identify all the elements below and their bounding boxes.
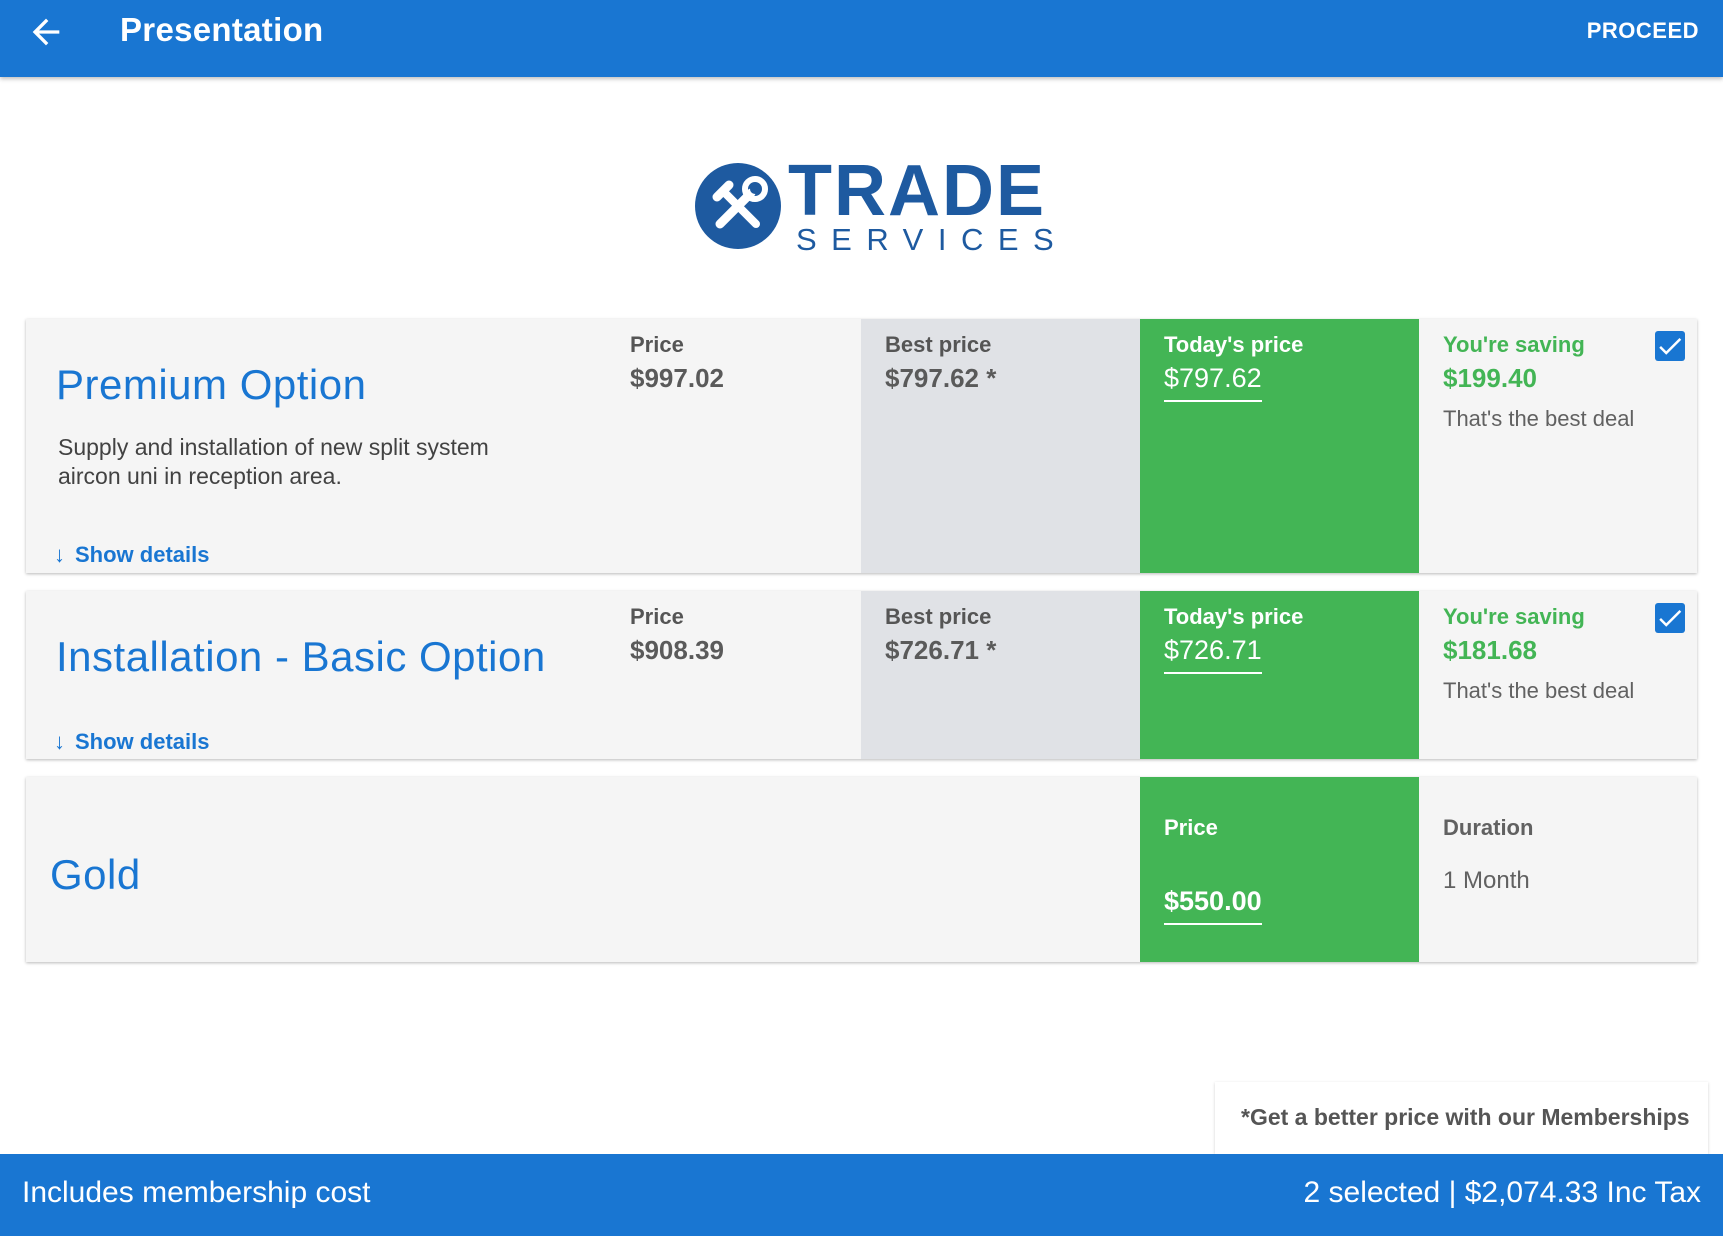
arrow-left-icon (32, 18, 60, 46)
duration-column: Duration 1 Month (1419, 777, 1697, 962)
best-price-value: $726.71 * (885, 635, 997, 665)
membership-price-value: $550.00 (1164, 886, 1262, 925)
checkmark-icon (1659, 338, 1682, 355)
todays-price-column: Today's price $797.62 (1140, 319, 1419, 573)
logo-subtitle: SERVICES (796, 222, 1069, 257)
arrow-down-icon: ↓ (54, 542, 65, 567)
membership-note: Includes membership cost (22, 1176, 371, 1209)
company-logo: TRADE SERVICES (693, 151, 1054, 257)
best-deal-text: That's the best deal (1443, 678, 1635, 703)
membership-title: Gold (50, 851, 141, 898)
option-title: Installation - Basic Option (56, 633, 546, 680)
best-deal-text: That's the best deal (1443, 406, 1635, 431)
best-price-label: Best price (885, 332, 992, 357)
proceed-button[interactable]: PROCEED (1586, 18, 1699, 43)
checkmark-icon (1659, 610, 1682, 627)
best-price-value: $797.62 * (885, 363, 997, 393)
arrow-down-icon: ↓ (54, 729, 65, 754)
saving-column: You're saving $181.68 That's the best de… (1419, 591, 1697, 759)
todays-price-label: Today's price (1164, 604, 1304, 629)
todays-price-column: Today's price $726.71 (1140, 591, 1419, 759)
todays-price-value: $726.71 (1164, 635, 1262, 674)
page-title: Presentation (120, 11, 324, 48)
saving-value: $199.40 (1443, 363, 1537, 393)
membership-promo-button[interactable]: *Get a better price with our Memberships (1215, 1082, 1708, 1154)
best-price-column: Best price $797.62 * (861, 319, 1140, 573)
price-value: $908.39 (630, 635, 724, 665)
option-description: Supply and installation of new split sys… (58, 434, 489, 489)
option-title: Premium Option (56, 361, 367, 408)
saving-label: You're saving (1443, 332, 1585, 357)
show-details-label: Show details (75, 729, 210, 754)
selection-total: 2 selected | $2,074.33 Inc Tax (1303, 1176, 1701, 1209)
show-details-link[interactable]: ↓ Show details (54, 729, 209, 755)
price-column: Price $908.39 (606, 591, 885, 759)
saving-column: You're saving $199.40 That's the best de… (1419, 319, 1697, 573)
duration-label: Duration (1443, 815, 1534, 840)
select-checkbox[interactable] (1655, 331, 1685, 361)
back-button[interactable] (26, 12, 66, 52)
duration-value: 1 Month (1443, 867, 1530, 894)
saving-label: You're saving (1443, 604, 1585, 629)
price-label: Price (630, 604, 684, 629)
select-checkbox[interactable] (1655, 603, 1685, 633)
show-details-label: Show details (75, 542, 210, 567)
logo-wordmark: TRADE (788, 151, 1046, 231)
best-price-column: Best price $726.71 * (861, 591, 1140, 759)
show-details-link[interactable]: ↓ Show details (54, 542, 209, 568)
best-price-label: Best price (885, 604, 992, 629)
option-card-premium: Premium Option Supply and installation o… (26, 319, 1697, 573)
membership-card-gold: Gold Price $550.00 Duration 1 Month (26, 777, 1697, 962)
saving-value: $181.68 (1443, 635, 1537, 665)
membership-price-column: Price $550.00 (1140, 777, 1419, 962)
option-card-basic: Installation - Basic Option ↓ Show detail… (26, 591, 1697, 759)
tools-wrench-icon (695, 163, 781, 249)
todays-price-label: Today's price (1164, 332, 1304, 357)
todays-price-value: $797.62 (1164, 363, 1262, 402)
price-column: Price $997.02 (606, 319, 885, 573)
price-value: $997.02 (630, 363, 724, 393)
app-bar: Presentation PROCEED (0, 0, 1723, 77)
summary-footer: Includes membership cost 2 selected | $2… (0, 1154, 1723, 1236)
price-label: Price (630, 332, 684, 357)
membership-price-label: Price (1164, 815, 1218, 840)
